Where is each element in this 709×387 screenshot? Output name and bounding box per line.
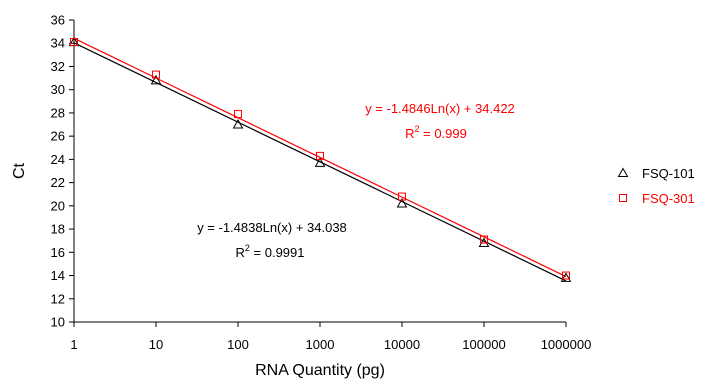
y-tick-label: 16	[51, 245, 65, 260]
fsq-101-point	[396, 198, 408, 208]
fsq-301-r-squared: R2 = 0.999	[405, 124, 467, 141]
r-squared-prefix: R	[405, 126, 414, 141]
y-tick-label: 10	[51, 315, 65, 330]
legend-square-marker	[619, 194, 627, 202]
legend-label-fsq-301: FSQ-301	[642, 191, 695, 206]
y-tick-label: 34	[51, 36, 65, 51]
fsq-301-point	[234, 110, 242, 119]
y-tick-label: 30	[51, 82, 65, 97]
x-tick-label: 10000	[384, 337, 420, 352]
x-tick-label: 1000	[306, 337, 335, 352]
y-tick-label: 20	[51, 198, 65, 213]
x-axis-title: RNA Quantity (pg)	[255, 362, 385, 379]
y-tick-label: 12	[51, 291, 65, 306]
fsq-101-point	[478, 237, 490, 248]
y-tick-label: 18	[51, 222, 65, 237]
y-tick-label: 32	[51, 59, 65, 74]
r-squared-prefix: R	[236, 245, 245, 260]
r-squared-superscript: 2	[415, 124, 420, 134]
r-squared-value: = 0.999	[420, 126, 467, 141]
legend: FSQ-101 FSQ-301	[617, 166, 695, 206]
fsq-301-point	[316, 151, 324, 160]
fsq-301-point	[480, 235, 488, 244]
y-tick-label: 28	[51, 105, 65, 120]
legend-marker-triangle	[617, 167, 629, 177]
y-tick-label: 22	[51, 175, 65, 190]
fsq-101-point	[232, 119, 244, 129]
x-tick-label: 10	[149, 337, 163, 352]
r-squared-value: = 0.9991	[250, 245, 305, 260]
r-squared-superscript: 2	[245, 243, 250, 253]
x-tick-label: 100000	[462, 337, 505, 352]
fsq-101-point	[150, 74, 162, 85]
legend-marker-square	[619, 194, 627, 202]
fsq-301-point	[398, 192, 406, 201]
fsq-101-trendline	[73, 42, 567, 282]
legend-triangle-marker	[617, 167, 629, 177]
y-tick-label: 24	[51, 152, 65, 167]
fsq-301-point	[562, 271, 570, 280]
y-tick-label: 26	[51, 129, 65, 144]
x-tick-label: 1000000	[541, 337, 592, 352]
legend-label-fsq-101: FSQ-101	[642, 166, 695, 181]
fsq-301-point	[152, 70, 160, 79]
fsq-101-trend-equation: y = -1.4838Ln(x) + 34.038	[197, 220, 347, 235]
x-tick-label: 1	[70, 337, 77, 352]
y-tick-label: 14	[51, 268, 65, 283]
fsq-301-point	[70, 38, 78, 47]
x-tick-label: 100	[227, 337, 249, 352]
fsq-101-point	[314, 157, 326, 167]
fsq-101-point	[560, 272, 572, 282]
fsq-301-trend-equation: y = -1.4846Ln(x) + 34.422	[365, 101, 515, 116]
data-points	[68, 36, 572, 282]
fsq-101-r-squared: R2 = 0.9991	[236, 243, 305, 260]
y-axis-title: Ct	[11, 162, 28, 179]
y-tick-label: 36	[51, 13, 65, 28]
